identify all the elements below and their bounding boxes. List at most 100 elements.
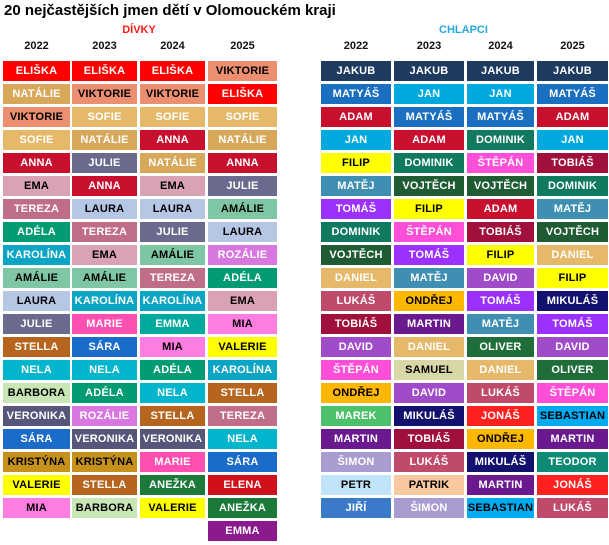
name-cell: MARIE — [72, 314, 137, 334]
name-cell: VERONIKA — [140, 429, 205, 449]
name-cell: SOFIE — [72, 107, 137, 127]
name-cell: PETR — [321, 475, 391, 495]
name-cell: LAURA — [3, 291, 70, 311]
name-cell: JAKUB — [537, 61, 608, 81]
name-cell: VOJTĚCH — [321, 245, 391, 265]
name-cell: STELLA — [3, 337, 70, 357]
name-cell: MAREK — [321, 406, 391, 426]
name-cell: LAURA — [72, 199, 137, 219]
name-cell: MATYÁŠ — [537, 84, 608, 104]
name-cell: SEBASTIAN — [467, 498, 534, 518]
name-cell: LUKÁŠ — [537, 498, 608, 518]
name-cell: TOBIÁŠ — [467, 222, 534, 242]
name-cell: TEREZA — [140, 268, 205, 288]
name-cell: BARBORA — [72, 498, 137, 518]
name-cell: DAVID — [321, 337, 391, 357]
name-cell: TEREZA — [72, 222, 137, 242]
name-cell: ONDŘEJ — [467, 429, 534, 449]
name-cell: OLIVER — [537, 360, 608, 380]
name-cell: ROZÁLIE — [208, 245, 277, 265]
name-cell: VOJTĚCH — [467, 176, 534, 196]
name-cell: ADAM — [321, 107, 391, 127]
name-cell: ŠIMON — [394, 498, 464, 518]
name-cell: LUKÁŠ — [394, 452, 464, 472]
name-cell: OLIVER — [467, 337, 534, 357]
name-cell: ONDŘEJ — [321, 383, 391, 403]
name-cell: MIA — [140, 337, 205, 357]
name-cell: MATĚJ — [537, 199, 608, 219]
name-cell: FILIP — [537, 268, 608, 288]
name-cell: ANEŽKA — [140, 475, 205, 495]
name-cell: STELLA — [140, 406, 205, 426]
name-cell: NELA — [140, 383, 205, 403]
name-cell: VIKTORIE — [72, 84, 137, 104]
name-cell: ADÉLA — [140, 360, 205, 380]
name-cell: DANIEL — [537, 245, 608, 265]
name-cell: MATYÁŠ — [321, 84, 391, 104]
name-cell: SOFIE — [140, 107, 205, 127]
name-cell: DOMINIK — [537, 176, 608, 196]
name-cell: JAKUB — [321, 61, 391, 81]
name-cell: ROZÁLIE — [72, 406, 137, 426]
name-cell: ONDŘEJ — [394, 291, 464, 311]
name-cell: MARTIN — [537, 429, 608, 449]
name-cell: NATÁLIE — [208, 130, 277, 150]
name-cell: EMMA — [208, 521, 277, 541]
name-cell: JULIE — [140, 222, 205, 242]
name-cell: ANNA — [72, 176, 137, 196]
name-cell: LUKÁŠ — [321, 291, 391, 311]
name-cell: SÁRA — [208, 452, 277, 472]
boys-year-header: 2024 — [488, 40, 513, 52]
name-cell: VERONIKA — [72, 429, 137, 449]
name-cell: FILIP — [467, 245, 534, 265]
name-cell: MARIE — [140, 452, 205, 472]
name-cell: NATÁLIE — [72, 130, 137, 150]
name-cell: ELIŠKA — [72, 61, 137, 81]
name-cell: AMÁLIE — [140, 245, 205, 265]
name-cell: DOMINIK — [467, 130, 534, 150]
name-cell: NELA — [3, 360, 70, 380]
boys-year-header: 2022 — [343, 40, 369, 52]
name-cell: ADÉLA — [72, 383, 137, 403]
name-cell: KAROLÍNA — [72, 291, 137, 311]
name-cell: ANNA — [208, 153, 277, 173]
name-cell: EMMA — [140, 314, 205, 334]
name-cell: LAURA — [208, 222, 277, 242]
name-cell: VALERIE — [3, 475, 70, 495]
name-cell: MIKULÁŠ — [394, 406, 464, 426]
name-cell: KAROLÍNA — [208, 360, 277, 380]
name-cell: ŠTĚPÁN — [537, 383, 608, 403]
name-cell: TEREZA — [208, 406, 277, 426]
name-cell: TOBIÁŠ — [537, 153, 608, 173]
name-cell: JULIE — [3, 314, 70, 334]
name-cell: VOJTĚCH — [537, 222, 608, 242]
name-cell: TOBIÁŠ — [321, 314, 391, 334]
name-cell: STELLA — [208, 383, 277, 403]
name-cell: JAKUB — [394, 61, 464, 81]
name-cell: KAROLÍNA — [3, 245, 70, 265]
name-cell: NATÁLIE — [140, 153, 205, 173]
name-cell: STELLA — [72, 475, 137, 495]
name-cell: NELA — [208, 429, 277, 449]
name-cell: EMA — [208, 291, 277, 311]
name-cell: VIKTORIE — [140, 84, 205, 104]
name-cell: EMA — [140, 176, 205, 196]
boys-year-header: 2023 — [416, 40, 442, 52]
name-cell: TOBIÁŠ — [394, 429, 464, 449]
name-cell: VALERIE — [208, 337, 277, 357]
name-cell: JONÁŠ — [467, 406, 534, 426]
name-cell: ELIŠKA — [140, 61, 205, 81]
name-cell: ADAM — [467, 199, 534, 219]
name-cell: SAMUEL — [394, 360, 464, 380]
name-cell: ELENA — [208, 475, 277, 495]
name-cell: JIŘÍ — [321, 498, 391, 518]
name-cell: ANNA — [3, 153, 70, 173]
name-cell: VALERIE — [140, 498, 205, 518]
name-cell: DANIEL — [467, 360, 534, 380]
name-cell: FILIP — [394, 199, 464, 219]
name-cell: SÁRA — [3, 429, 70, 449]
name-cell: TOMÁŠ — [467, 291, 534, 311]
name-cell: KRISTÝNA — [3, 452, 70, 472]
name-cell: MATYÁŠ — [467, 107, 534, 127]
name-cell: SOFIE — [208, 107, 277, 127]
